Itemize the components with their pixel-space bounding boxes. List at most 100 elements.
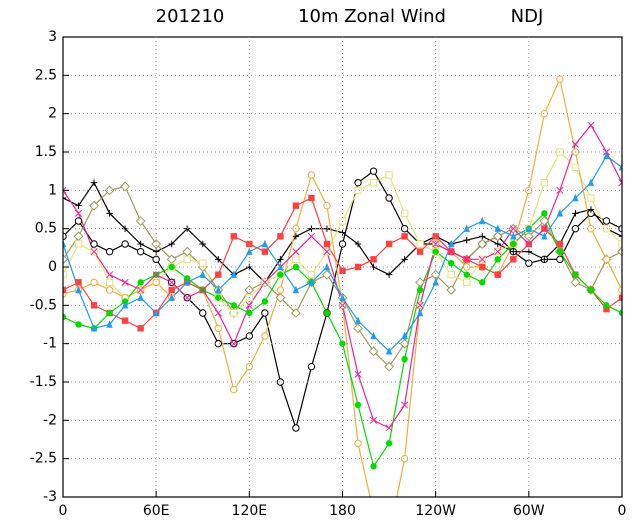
point [603, 302, 610, 309]
point [307, 270, 316, 279]
point [339, 340, 346, 347]
chart-title: 201210 [156, 6, 225, 27]
x-tick-label: 60W [513, 503, 545, 519]
x-tick-label: 0 [618, 503, 627, 519]
point [385, 440, 393, 447]
point [261, 332, 269, 340]
point [401, 233, 408, 240]
point [90, 278, 98, 287]
point [447, 248, 455, 256]
point [276, 286, 285, 294]
point [354, 186, 362, 195]
point [618, 163, 622, 171]
point [230, 309, 238, 317]
point [214, 324, 222, 333]
point [89, 200, 99, 211]
y-tick-label: 0 [48, 259, 57, 275]
point [323, 262, 331, 271]
point [541, 256, 548, 263]
point [308, 194, 315, 202]
point [510, 248, 517, 255]
point [230, 270, 238, 278]
point [384, 361, 394, 372]
point [168, 293, 175, 301]
point [494, 248, 502, 256]
point [63, 270, 67, 279]
point [525, 224, 533, 232]
point [587, 224, 595, 233]
point [106, 271, 114, 279]
point [602, 217, 611, 225]
point [399, 338, 410, 349]
point [572, 193, 579, 202]
point [400, 209, 409, 218]
point [401, 401, 409, 409]
point [369, 167, 378, 175]
point [199, 259, 207, 267]
point [121, 301, 129, 309]
point [230, 385, 238, 394]
point [370, 331, 377, 340]
series-line [63, 212, 622, 468]
point [463, 271, 470, 278]
point [432, 248, 439, 255]
point [261, 239, 269, 248]
point [479, 233, 486, 240]
chart-title: 10m Zonal Wind [298, 6, 446, 27]
point [121, 317, 129, 324]
point [323, 240, 331, 248]
point [277, 262, 284, 271]
x-tick-label: 120E [232, 503, 268, 519]
point [587, 194, 595, 202]
point [246, 240, 253, 248]
point [525, 240, 533, 248]
point [369, 178, 378, 187]
point [121, 240, 129, 248]
point [307, 232, 315, 240]
point [432, 240, 440, 248]
point [292, 285, 300, 294]
point [339, 267, 346, 275]
point [184, 278, 191, 286]
point [478, 255, 486, 263]
point [572, 271, 579, 278]
point [463, 278, 471, 287]
y-tick-label: -2.5 [30, 451, 57, 467]
y-tick-label: -1 [43, 336, 57, 352]
point [292, 255, 300, 264]
point [400, 454, 409, 463]
point [105, 278, 114, 287]
point [322, 269, 332, 280]
y-tick-label: -1.5 [30, 374, 57, 390]
point [292, 248, 300, 256]
point [168, 240, 175, 248]
point [556, 209, 564, 217]
point [63, 254, 68, 265]
y-tick-label: -0.5 [30, 297, 57, 313]
point [136, 247, 145, 256]
point [354, 401, 362, 409]
point [571, 140, 579, 148]
point [90, 179, 98, 186]
point [261, 278, 269, 286]
point [151, 239, 162, 249]
point [401, 256, 408, 263]
point [215, 294, 222, 301]
point [199, 270, 206, 278]
point [603, 305, 610, 313]
point [63, 239, 67, 248]
point [354, 178, 362, 187]
y-tick-label: 2 [48, 106, 57, 122]
point [292, 233, 300, 240]
point [385, 424, 393, 432]
point [152, 271, 160, 279]
point [432, 233, 439, 240]
point [354, 370, 362, 378]
point [570, 277, 581, 288]
point [230, 233, 238, 240]
point [137, 325, 144, 332]
point [494, 271, 501, 278]
point [277, 256, 284, 263]
chart-title: NDJ [511, 6, 544, 27]
